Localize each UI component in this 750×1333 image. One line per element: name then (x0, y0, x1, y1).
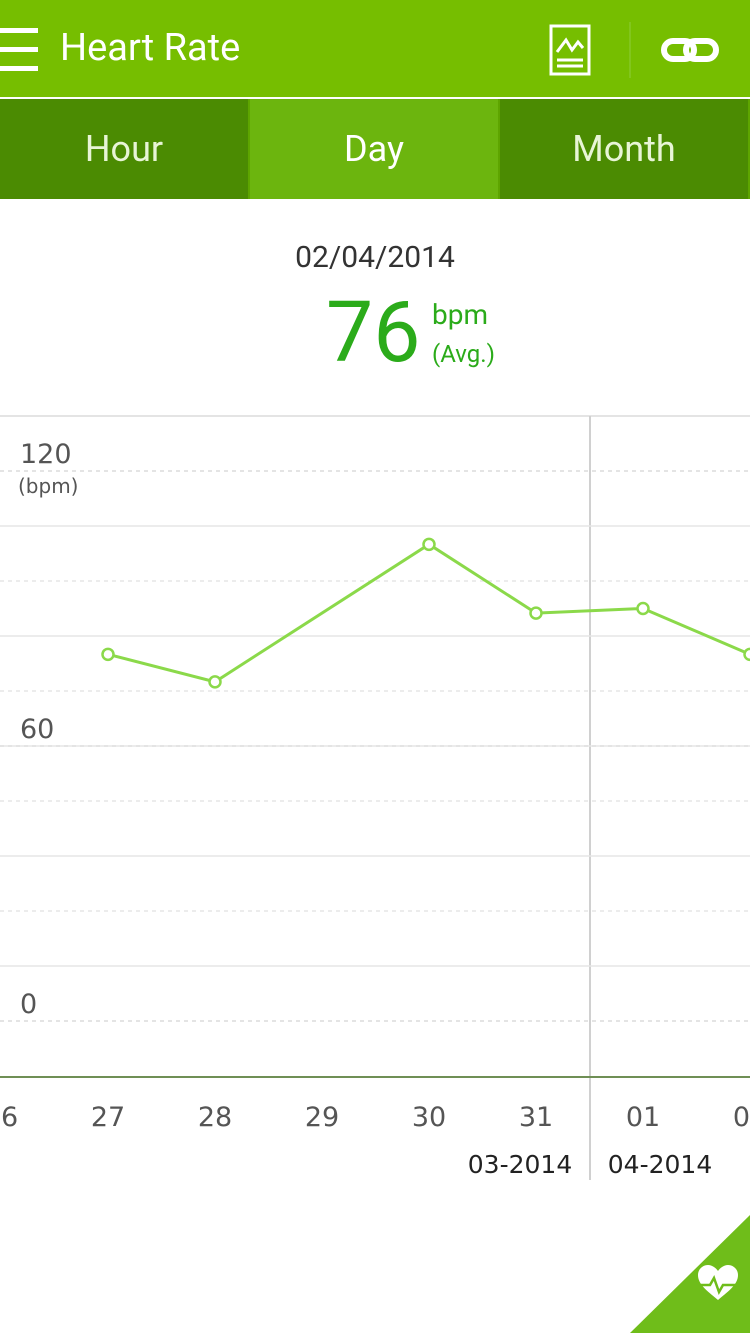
summary-unit: bpm (432, 298, 488, 331)
summary-note: (Avg.) (432, 340, 495, 368)
data-point (422, 537, 436, 552)
y-tick-label: 60 (20, 714, 54, 745)
x-tick-label: 01 (626, 1102, 660, 1133)
screen-title: Heart Rate (60, 26, 241, 70)
y-axis-unit: (bpm) (18, 474, 78, 498)
menu-icon[interactable] (0, 28, 38, 71)
data-point (636, 601, 650, 616)
summary-date: 02/04/2014 (295, 240, 455, 275)
x-tick-label: 26 (0, 1102, 18, 1133)
summary-value: 76 (326, 283, 421, 382)
tab-selected[interactable]: Day (250, 99, 498, 199)
data-point (529, 606, 543, 620)
x-tick-label: 02 (733, 1102, 750, 1133)
x-tick-label: 30 (412, 1102, 446, 1133)
data-point (743, 647, 750, 662)
app-bar: Heart Rate (0, 0, 750, 97)
data-line (107, 542, 750, 684)
data-point (101, 647, 115, 662)
y-tick-label: 0 (20, 989, 37, 1020)
link-icon[interactable] (661, 38, 719, 62)
x-tick-label: 27 (91, 1102, 125, 1133)
x-tick-label: 28 (198, 1102, 232, 1133)
header-icons (0, 22, 719, 78)
tab[interactable]: Month (500, 99, 748, 199)
y-tick-label: 120 (20, 439, 72, 470)
x-tick-label: 31 (519, 1102, 553, 1133)
month-label: 03-2014 (468, 1150, 572, 1179)
tab-bar: Hour Day Month (0, 99, 750, 199)
x-tick-label: 29 (305, 1102, 339, 1133)
month-label: 04-2014 (608, 1150, 712, 1179)
report-icon[interactable] (549, 24, 591, 76)
data-point (208, 675, 222, 689)
tab[interactable]: Hour (0, 99, 248, 199)
heart-badge[interactable] (630, 1215, 750, 1333)
